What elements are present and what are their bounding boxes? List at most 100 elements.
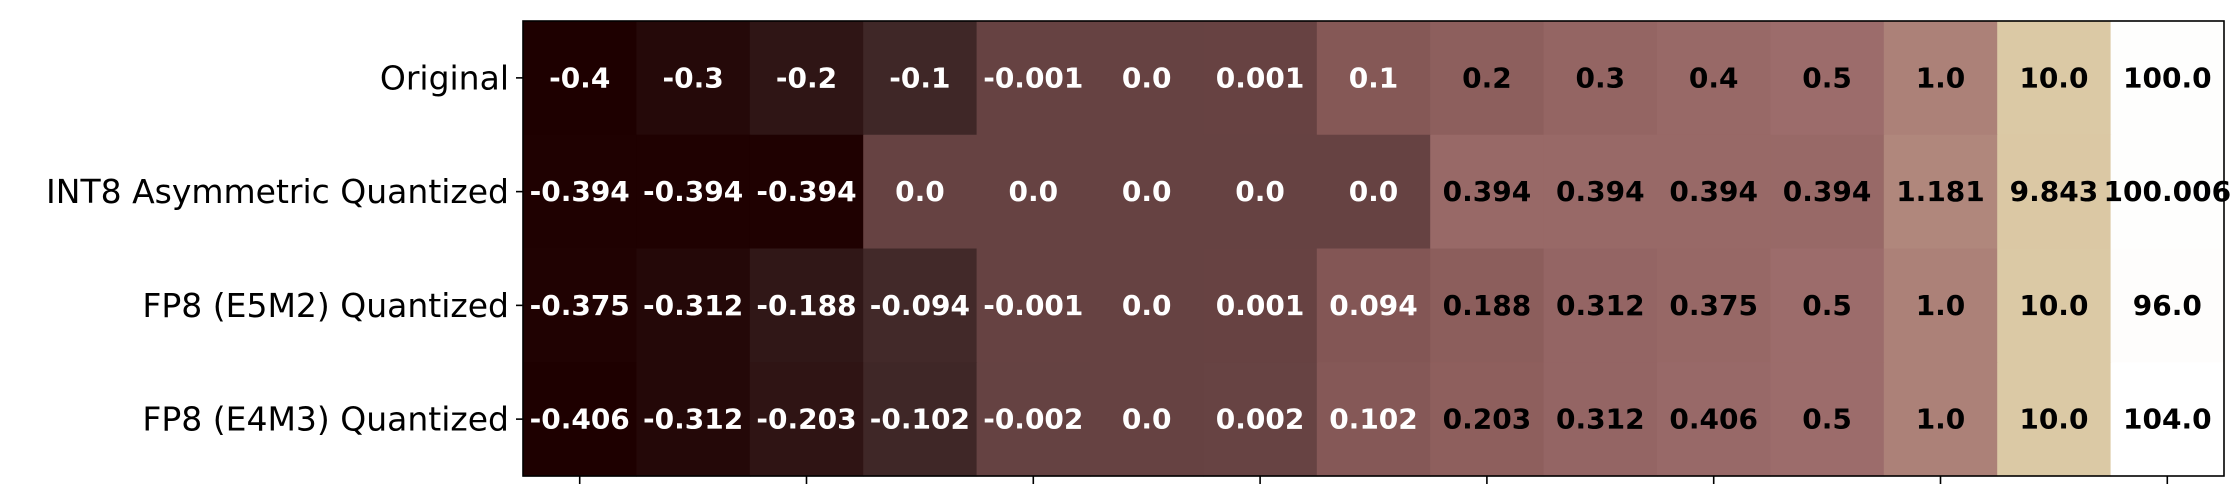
heatmap-cell: [1657, 362, 1771, 477]
cell-value-label: -0.094: [870, 289, 970, 322]
cell-value-label: 0.5: [1802, 289, 1852, 322]
heatmap-cell: [2110, 248, 2225, 363]
heatmap-cell: [1770, 134, 1885, 250]
cell-value-label: -0.375: [530, 289, 630, 322]
heatmap-cell: [749, 21, 864, 136]
heatmap-cell: [1090, 362, 1204, 477]
heatmap-cell: [1997, 21, 2112, 136]
cell-value-label: 0.001: [1216, 289, 1305, 322]
cell-value-label: -0.312: [643, 403, 743, 436]
heatmap-cell-labels: -0.4 -0.3 -0.2 -0.1 -0.001 0.0 0.001 0.1 0.2 0.3 0…: [530, 61, 2231, 435]
heatmap-cell: [976, 21, 1091, 136]
cell-value-label: 0.0: [1349, 175, 1399, 208]
heatmap-cell: [1090, 134, 1204, 250]
cell-value-label: -0.1: [889, 61, 950, 94]
y-axis: Original INT8 Asymmetric Quantized FP8 (E5…: [46, 58, 523, 439]
heatmap-cell: [523, 248, 637, 363]
cell-value-label: -0.4: [549, 61, 610, 94]
heatmap-cell: [1203, 248, 1318, 363]
heatmap-cell: [749, 362, 864, 477]
heatmap-cell: [1657, 134, 1771, 250]
cell-value-label: 10.0: [2019, 403, 2088, 436]
heatmap-cell: [1543, 248, 1658, 363]
heatmap-cell: [1316, 21, 1431, 136]
cell-value-label: 0.5: [1802, 403, 1852, 436]
heatmap-cell: [1430, 21, 1545, 136]
cell-value-label: 0.0: [1008, 175, 1058, 208]
cell-value-label: 0.0: [1235, 175, 1285, 208]
cell-value-label: 0.375: [1669, 289, 1758, 322]
y-tick-label: FP8 (E5M2) Quantized: [142, 286, 509, 325]
cell-value-label: 0.394: [1783, 175, 1872, 208]
heatmap-cell: [1770, 21, 1885, 136]
heatmap-cell: [749, 248, 864, 363]
cell-value-label: 1.181: [1896, 175, 1985, 208]
cell-value-label: 0.0: [1122, 403, 1172, 436]
heatmap-cell: [1316, 248, 1431, 363]
cell-value-label: 1.0: [1916, 289, 1966, 322]
plot-frame: [522, 20, 2225, 477]
cell-value-label: 0.4: [1689, 61, 1739, 94]
heatmap-cell: [749, 134, 864, 250]
cell-value-label: 0.1: [1349, 61, 1399, 94]
heatmap-cell: [1997, 248, 2112, 363]
heatmap-cell: [1430, 362, 1545, 477]
heatmap-cell: [1090, 248, 1204, 363]
heatmap-cell: [1883, 248, 1998, 363]
heatmap-cell: [1883, 21, 1998, 136]
cell-value-label: -0.002: [983, 403, 1083, 436]
heatmap-cell: [636, 134, 751, 250]
cell-value-label: 0.203: [1443, 403, 1532, 436]
cell-value-label: -0.312: [643, 289, 743, 322]
cell-value-label: -0.2: [776, 61, 837, 94]
y-tick-label: FP8 (E4M3) Quantized: [142, 400, 509, 439]
cell-value-label: -0.188: [756, 289, 856, 322]
heatmap-cell: [1883, 134, 1998, 250]
cell-value-label: -0.001: [983, 61, 1083, 94]
cell-value-label: 1.0: [1916, 403, 1966, 436]
heatmap-cell: [1543, 134, 1658, 250]
cell-value-label: 0.312: [1556, 289, 1645, 322]
cell-value-label: 0.102: [1329, 403, 1418, 436]
heatmap-cell: [1657, 248, 1771, 363]
cell-value-label: 0.394: [1669, 175, 1758, 208]
heatmap-cell: [863, 134, 978, 250]
heatmap-cell: [1543, 21, 1658, 136]
heatmap-cell: [976, 362, 1091, 477]
heatmap-cell: [863, 21, 978, 136]
heatmap-cell: [1203, 21, 1318, 136]
heatmap-cell: [523, 134, 637, 250]
cell-value-label: 0.0: [1122, 61, 1172, 94]
heatmap-cell: [1770, 248, 1885, 363]
heatmap-cell: [1430, 134, 1545, 250]
cell-value-label: 0.002: [1216, 403, 1305, 436]
cell-value-label: 9.843: [2010, 175, 2099, 208]
heatmap-cell: [636, 248, 751, 363]
cell-value-label: 0.0: [895, 175, 945, 208]
heatmap-cell: [1316, 362, 1431, 477]
cell-value-label: 0.394: [1443, 175, 1532, 208]
heatmap-cell: [2110, 21, 2225, 136]
heatmap-cell: [1543, 362, 1658, 477]
cell-value-label: -0.102: [870, 403, 970, 436]
cell-value-label: -0.394: [530, 175, 630, 208]
heatmap-cell: [1203, 134, 1318, 250]
cell-value-label: 1.0: [1916, 61, 1966, 94]
cell-value-label: 0.094: [1329, 289, 1418, 322]
heatmap-cell: [1997, 134, 2112, 250]
heatmap-cell: [1883, 362, 1998, 477]
heatmap-cell: [863, 248, 978, 363]
cell-value-label: 0.406: [1669, 403, 1758, 436]
cell-value-label: 0.5: [1802, 61, 1852, 94]
cell-value-label: -0.394: [643, 175, 743, 208]
cell-value-label: 0.312: [1556, 403, 1645, 436]
heatmap-cell: [1316, 134, 1431, 250]
heatmap-cell: [1203, 362, 1318, 477]
x-axis: [578, 476, 2169, 484]
heatmap-cell: [1090, 21, 1204, 136]
heatmap-cell: [976, 248, 1091, 363]
heatmap-cell: [2110, 362, 2225, 477]
cell-value-label: -0.203: [756, 403, 856, 436]
cell-value-label: 96.0: [2133, 289, 2202, 322]
